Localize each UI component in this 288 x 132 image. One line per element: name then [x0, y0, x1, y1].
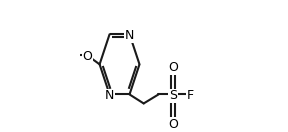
Text: N: N: [125, 29, 134, 42]
Text: O: O: [168, 61, 178, 74]
Text: O: O: [168, 118, 178, 131]
Text: F: F: [186, 89, 194, 102]
Text: N: N: [105, 89, 114, 102]
Text: S: S: [169, 89, 177, 102]
Text: O: O: [82, 50, 92, 63]
